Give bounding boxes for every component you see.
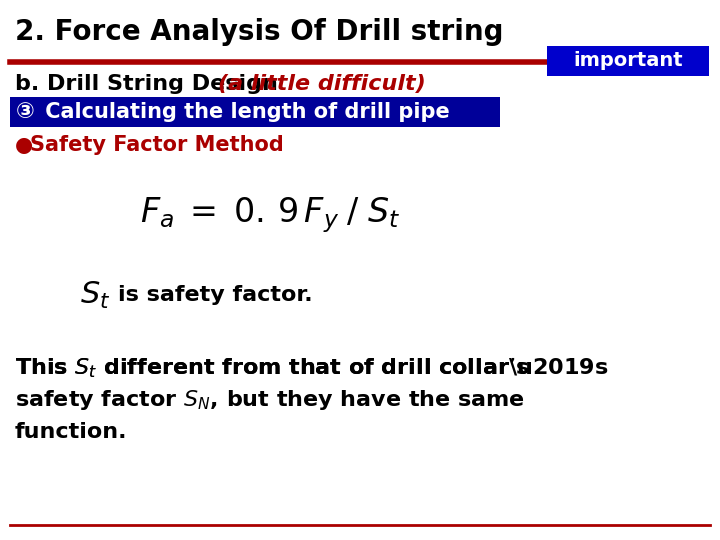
Text: ●: ●: [15, 135, 33, 155]
Text: $S_t$: $S_t$: [80, 280, 110, 310]
Text: important: important: [573, 51, 683, 71]
Text: 2. Force Analysis Of Drill string: 2. Force Analysis Of Drill string: [15, 18, 503, 46]
Text: safety factor $\mathit{S_N}$, but they have the same: safety factor $\mathit{S_N}$, but they h…: [15, 388, 525, 412]
Text: This $\mathit{S_t}$ different from that of drill collar’s: This $\mathit{S_t}$ different from that …: [15, 356, 529, 380]
Text: is safety factor.: is safety factor.: [118, 285, 312, 305]
Text: (a little difficult): (a little difficult): [218, 74, 426, 94]
Text: This $S_t$ different from that of drill collar\u2019s: This $S_t$ different from that of drill …: [15, 356, 608, 380]
Text: b. Drill String Design: b. Drill String Design: [15, 74, 278, 94]
Text: ③: ③: [16, 102, 35, 122]
Text: $F_a \;=\; 0.\,9\,F_y \;/\; S_t$: $F_a \;=\; 0.\,9\,F_y \;/\; S_t$: [140, 195, 400, 235]
FancyBboxPatch shape: [10, 97, 500, 127]
Text: Safety Factor Method: Safety Factor Method: [30, 135, 284, 155]
FancyBboxPatch shape: [547, 46, 709, 76]
Text: Calculating the length of drill pipe: Calculating the length of drill pipe: [38, 102, 450, 122]
Text: function.: function.: [15, 422, 127, 442]
